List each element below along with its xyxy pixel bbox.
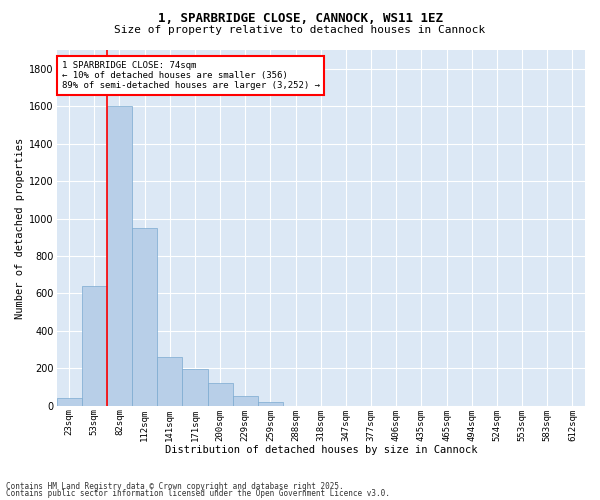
Bar	[132, 228, 157, 406]
Bar	[258, 402, 283, 406]
Text: 1 SPARBRIDGE CLOSE: 74sqm
← 10% of detached houses are smaller (356)
89% of semi: 1 SPARBRIDGE CLOSE: 74sqm ← 10% of detac…	[62, 60, 320, 90]
Text: Size of property relative to detached houses in Cannock: Size of property relative to detached ho…	[115, 25, 485, 35]
Bar	[182, 370, 208, 406]
Bar	[208, 384, 233, 406]
Bar	[82, 286, 107, 406]
Y-axis label: Number of detached properties: Number of detached properties	[15, 138, 25, 318]
Text: 1, SPARBRIDGE CLOSE, CANNOCK, WS11 1EZ: 1, SPARBRIDGE CLOSE, CANNOCK, WS11 1EZ	[157, 12, 443, 26]
Bar	[157, 357, 182, 406]
Text: Contains HM Land Registry data © Crown copyright and database right 2025.: Contains HM Land Registry data © Crown c…	[6, 482, 344, 491]
Bar	[107, 106, 132, 406]
Text: Contains public sector information licensed under the Open Government Licence v3: Contains public sector information licen…	[6, 490, 390, 498]
Bar	[233, 396, 258, 406]
X-axis label: Distribution of detached houses by size in Cannock: Distribution of detached houses by size …	[164, 445, 477, 455]
Bar	[56, 398, 82, 406]
